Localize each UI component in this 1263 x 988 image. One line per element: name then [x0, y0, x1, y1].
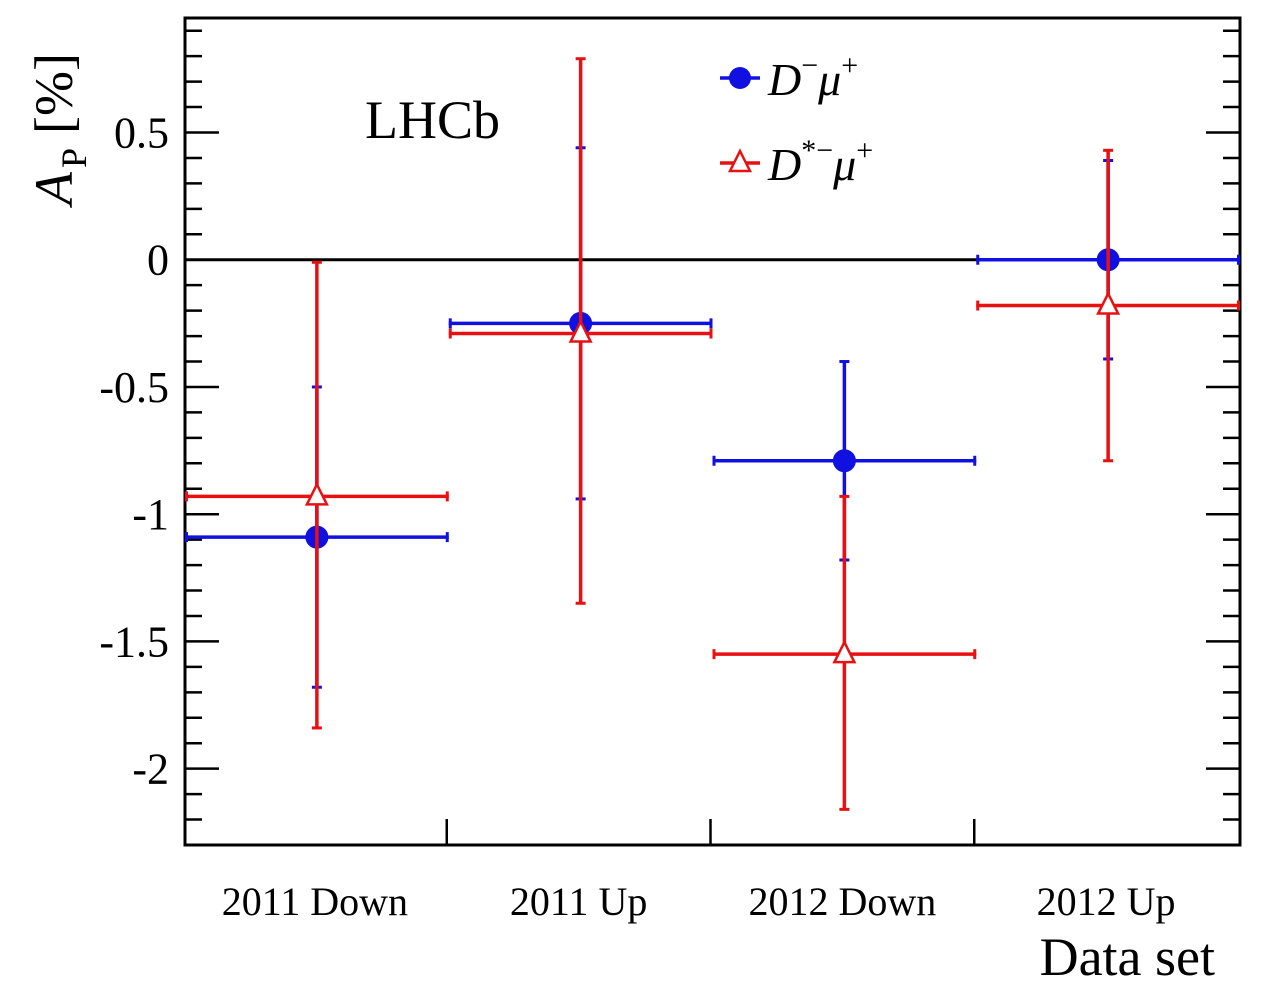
legend-label-sup: − — [801, 49, 818, 82]
legend-label-sup: + — [841, 49, 858, 82]
y-tick-label: -1.5 — [99, 617, 169, 666]
data-point — [185, 260, 449, 730]
axes-layer: 0.5 0 -0.5 -1 -1.5 -2 2011 Down 2011 Up 2012 Dow… — [99, 16, 1242, 924]
y-tick-label: -2 — [132, 745, 169, 794]
legend-entry: D*−μ+ — [720, 134, 873, 190]
marker-triangle — [1096, 290, 1121, 315]
legend-label-base: D — [767, 54, 801, 105]
data-point — [448, 57, 713, 605]
y-axis-title-main: A — [24, 171, 84, 208]
y-axis-title: A P [%] — [24, 53, 94, 208]
plot-frame — [183, 16, 1242, 847]
legend-label-base: D — [767, 139, 801, 190]
legend-entry: D−μ+ — [720, 49, 858, 105]
x-category-label: 2011 Up — [510, 879, 647, 924]
y-axis-title-unit: [%] — [24, 53, 84, 134]
legend: D−μ+D*−μ+ — [720, 49, 873, 190]
data-point — [712, 494, 977, 811]
x-category-label: 2011 Down — [222, 879, 408, 924]
y-tick-label: 0 — [147, 236, 169, 285]
legend-marker-circle — [729, 67, 751, 89]
series-1 — [185, 57, 1240, 811]
svg-text:A P [%]: A P [%] — [24, 53, 94, 208]
x-category-label: 2012 Up — [1037, 879, 1176, 924]
legend-label-sup: *− — [801, 134, 833, 167]
y-tick-label: 0.5 — [114, 109, 169, 158]
legend-label-base: μ — [832, 139, 856, 190]
legend-label: D−μ+ — [767, 49, 858, 105]
marker-circle — [832, 449, 856, 473]
y-tick-label: -0.5 — [99, 363, 169, 412]
y-axis-title-subscript: P — [54, 148, 94, 168]
series-0 — [185, 146, 1240, 689]
legend-label-base: μ — [817, 54, 841, 105]
lhcb-annotation: LHCb — [365, 90, 500, 150]
data-layer — [185, 57, 1240, 811]
marker-triangle — [304, 481, 329, 506]
legend-marker-triangle — [727, 148, 753, 173]
x-axis-title: Data set — [1040, 927, 1215, 983]
data-point — [976, 148, 1240, 463]
legend-label-sup: + — [856, 134, 873, 167]
x-category-label: 2012 Down — [748, 879, 936, 924]
legend-label: D*−μ+ — [767, 134, 873, 190]
text-layer: LHCb Data set A P [%] — [24, 53, 1215, 987]
marker-triangle — [832, 639, 857, 664]
y-tick-label: -1 — [132, 490, 169, 539]
marker-triangle — [568, 318, 593, 343]
